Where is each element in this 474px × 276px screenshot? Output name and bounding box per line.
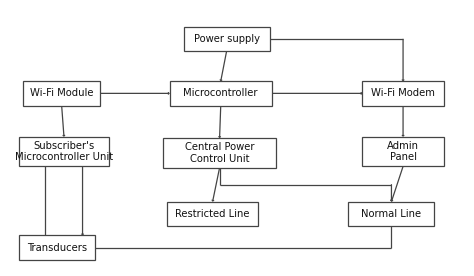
Text: Microcontroller: Microcontroller <box>183 88 258 98</box>
FancyBboxPatch shape <box>183 27 270 51</box>
FancyBboxPatch shape <box>18 137 109 166</box>
FancyBboxPatch shape <box>163 138 276 168</box>
Text: Wi-Fi Module: Wi-Fi Module <box>30 88 93 98</box>
Text: Normal Line: Normal Line <box>361 209 421 219</box>
Text: Wi-Fi Modem: Wi-Fi Modem <box>371 88 435 98</box>
FancyBboxPatch shape <box>170 81 272 105</box>
FancyBboxPatch shape <box>363 137 444 166</box>
Text: Subscriber's
Microcontroller Unit: Subscriber's Microcontroller Unit <box>15 141 113 162</box>
Text: Transducers: Transducers <box>27 243 87 253</box>
FancyBboxPatch shape <box>363 81 444 105</box>
FancyBboxPatch shape <box>18 235 95 260</box>
Text: Restricted Line: Restricted Line <box>175 209 250 219</box>
FancyBboxPatch shape <box>167 201 258 226</box>
FancyBboxPatch shape <box>23 81 100 105</box>
FancyBboxPatch shape <box>348 201 434 226</box>
Text: Power supply: Power supply <box>193 34 260 44</box>
Text: Central Power
Control Unit: Central Power Control Unit <box>185 142 255 164</box>
Text: Admin
Panel: Admin Panel <box>387 141 419 162</box>
